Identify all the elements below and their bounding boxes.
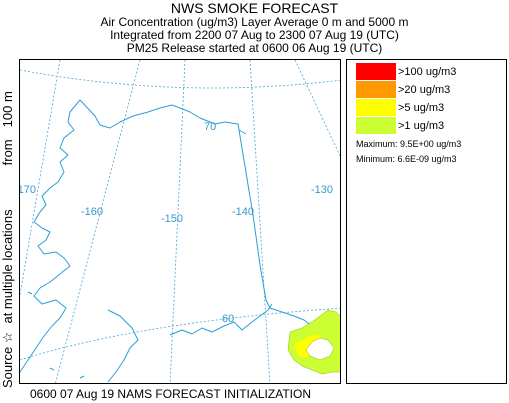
maximum-value: Maximum: 9.5E+00 ug/m3	[356, 139, 462, 149]
legend-panel: >100 ug/m3 >20 ug/m3 >5 ug/m3 >1 ug/m3 M…	[346, 59, 507, 384]
longitude-line-140	[249, 60, 271, 383]
source-label: Source ☆ at multiple locations from 100 …	[0, 58, 18, 388]
legend-label-20: >20 ug/m3	[398, 83, 451, 96]
lon-label-170: -170	[20, 184, 36, 196]
source-label-locations: at multiple locations	[0, 209, 15, 324]
bering-islands	[27, 291, 85, 379]
alaska-map: -170 -160 -150 -140 -130 70 60	[20, 60, 340, 383]
legend-swatch-5	[356, 99, 396, 116]
smoke-plume	[287, 309, 340, 375]
longitude-line-170	[20, 60, 61, 296]
lat-label-60: 60	[222, 313, 234, 325]
peninsula-coast	[107, 309, 139, 383]
longitude-line-160	[55, 60, 141, 383]
coastline	[20, 99, 340, 383]
alaska-coast	[20, 99, 247, 373]
minimum-value: Minimum: 6.6E-09 ug/m3	[356, 154, 457, 164]
legend-label-1: >1 ug/m3	[398, 119, 445, 132]
lon-label-160: -160	[81, 206, 103, 218]
subtitle-concentration: Air Concentration (ug/m3) Layer Average …	[100, 15, 409, 29]
forecast-initialization: 0600 07 Aug 19 NAMS FORECAST INITIALIZAT…	[30, 387, 311, 401]
legend-swatch-100	[356, 63, 396, 80]
map-title: NWS SMOKE FORECAST	[170, 0, 339, 16]
legend-label-5: >5 ug/m3	[398, 101, 445, 114]
lon-label-130: -130	[311, 184, 333, 196]
lat-label-70: 70	[204, 121, 216, 133]
map-panel: -170 -160 -150 -140 -130 70 60	[19, 59, 341, 384]
lon-label-150: -150	[161, 213, 183, 225]
longitude-line-130	[294, 60, 340, 157]
subtitle-integration: Integrated from 2200 07 Aug to 2300 07 A…	[110, 28, 399, 42]
southcentral-coast	[169, 303, 273, 336]
legend-item-1: >1 ug/m3	[356, 117, 444, 134]
legend-item-20: >20 ug/m3	[356, 81, 450, 98]
source-label-source: Source ☆	[0, 331, 15, 388]
latitude-line-70	[20, 69, 340, 89]
legend-label-100: >100 ug/m3	[398, 65, 457, 78]
graticule	[20, 60, 340, 383]
latitude-line-60	[20, 307, 340, 361]
source-label-from: from	[0, 139, 15, 166]
legend-item-100: >100 ug/m3	[356, 63, 456, 80]
legend-swatch-20	[356, 81, 396, 98]
plume-clear-area	[305, 337, 335, 361]
canada-border	[238, 129, 271, 309]
lon-label-140: -140	[232, 206, 254, 218]
legend-swatch-1	[356, 117, 396, 134]
subtitle-release: PM25 Release started at 0600 06 Aug 19 (…	[126, 41, 383, 55]
legend-item-5: >5 ug/m3	[356, 99, 444, 116]
source-label-height: 100 m	[0, 91, 15, 128]
